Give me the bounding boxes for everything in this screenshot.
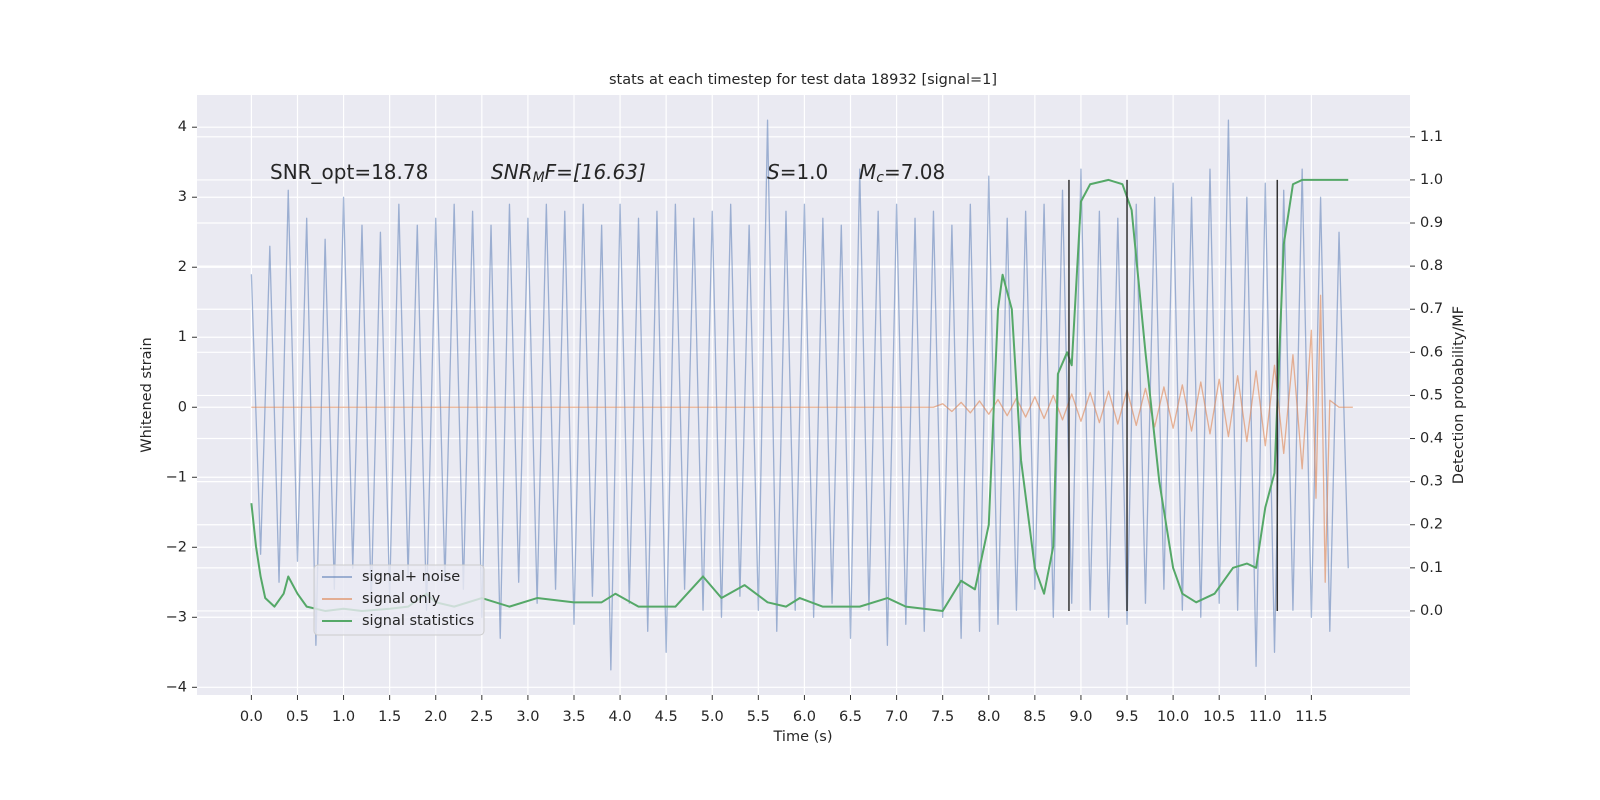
series-line bbox=[251, 294, 1353, 583]
y-tick-label: −2 bbox=[166, 539, 187, 555]
legend-label: signal statistics bbox=[362, 613, 474, 629]
y-tick-label: −3 bbox=[166, 609, 187, 625]
y2-tick-label: 0.0 bbox=[1420, 603, 1443, 619]
x-tick-label: 4.0 bbox=[609, 709, 632, 725]
x-tick-label: 8.0 bbox=[977, 709, 1000, 725]
annotation: Mc=7.08 bbox=[859, 160, 945, 187]
x-tick-label: 11.5 bbox=[1295, 709, 1327, 725]
y2-tick-label: 0.3 bbox=[1420, 474, 1443, 490]
chart-title: stats at each timestep for test data 189… bbox=[609, 72, 997, 88]
x-tick-label: 1.5 bbox=[378, 709, 401, 725]
y-tick-label: −1 bbox=[166, 469, 187, 485]
annotation-text: SNR bbox=[491, 160, 533, 184]
x-tick-label: 2.0 bbox=[424, 709, 447, 725]
x-tick-label: 7.0 bbox=[885, 709, 908, 725]
x-tick-label: 10.5 bbox=[1203, 709, 1235, 725]
annotation-text: S bbox=[767, 160, 780, 184]
y2-tick-label: 0.6 bbox=[1420, 344, 1443, 360]
x-tick-label: 7.5 bbox=[931, 709, 954, 725]
annotation: S=1.0 bbox=[767, 160, 828, 184]
annotation-text: =7.08 bbox=[884, 160, 945, 184]
x-tick-label: 5.5 bbox=[747, 709, 770, 725]
y-tick-label: 2 bbox=[178, 259, 187, 275]
x-tick-label: 3.0 bbox=[516, 709, 539, 725]
legend-label: signal+ noise bbox=[362, 569, 460, 585]
y-tick-label: 0 bbox=[178, 399, 187, 415]
x-tick-label: 1.0 bbox=[332, 709, 355, 725]
y-tick-label: 4 bbox=[178, 119, 187, 135]
x-tick-label: 10.0 bbox=[1157, 709, 1189, 725]
x-tick-label: 11.0 bbox=[1249, 709, 1281, 725]
x-tick-label: 6.5 bbox=[839, 709, 862, 725]
x-tick-label: 6.0 bbox=[793, 709, 816, 725]
x-tick-label: 0.5 bbox=[286, 709, 309, 725]
annotation-text: M bbox=[859, 160, 876, 184]
y2-tick-label: 0.1 bbox=[1420, 560, 1443, 576]
legend: signal+ noise signal only signal statistic… bbox=[313, 564, 485, 636]
marks bbox=[250, 119, 1353, 671]
x-tick-label: 4.5 bbox=[655, 709, 678, 725]
legend-box bbox=[313, 564, 485, 636]
y2-tick-label: 1.1 bbox=[1420, 129, 1443, 145]
y2-tick-label: 0.9 bbox=[1420, 215, 1443, 231]
x-tick-label: 3.5 bbox=[562, 709, 585, 725]
annotation-text: F=[16.63] bbox=[545, 160, 646, 184]
y-tick-label: −4 bbox=[166, 679, 187, 695]
y-tick-label: 1 bbox=[178, 329, 187, 345]
annotation-text: =1.0 bbox=[780, 160, 829, 184]
y2-tick-label: 0.4 bbox=[1420, 431, 1443, 447]
x-tick-label: 8.5 bbox=[1023, 709, 1046, 725]
annotation: SNR_opt=18.78 bbox=[270, 160, 428, 184]
annotation-text: SNR_opt=18.78 bbox=[270, 160, 428, 184]
x-tick-label: 0.0 bbox=[240, 709, 263, 725]
x-tick-label: 5.0 bbox=[701, 709, 724, 725]
y-tick-label: 3 bbox=[178, 189, 187, 205]
x-tick-label: 9.5 bbox=[1115, 709, 1138, 725]
annotation-sub: c bbox=[876, 170, 884, 186]
y2-tick-label: 0.7 bbox=[1420, 301, 1443, 317]
annotation: SNRMF=[16.63] bbox=[491, 160, 646, 187]
legend-label: signal only bbox=[362, 591, 441, 607]
y-axis-label: Whitened strain bbox=[139, 337, 155, 452]
annotation-sub: M bbox=[533, 170, 545, 186]
x-tick-label: 9.0 bbox=[1069, 709, 1092, 725]
x-tick-label: 2.5 bbox=[470, 709, 493, 725]
y2-axis-label: Detection probability/MF bbox=[1451, 306, 1467, 484]
y2-tick-label: 0.5 bbox=[1420, 387, 1443, 403]
y2-tick-label: 1.0 bbox=[1420, 172, 1443, 188]
x-axis-label: Time (s) bbox=[773, 729, 833, 745]
y2-tick-label: 0.8 bbox=[1420, 258, 1443, 274]
y2-tick-label: 0.2 bbox=[1420, 517, 1443, 533]
